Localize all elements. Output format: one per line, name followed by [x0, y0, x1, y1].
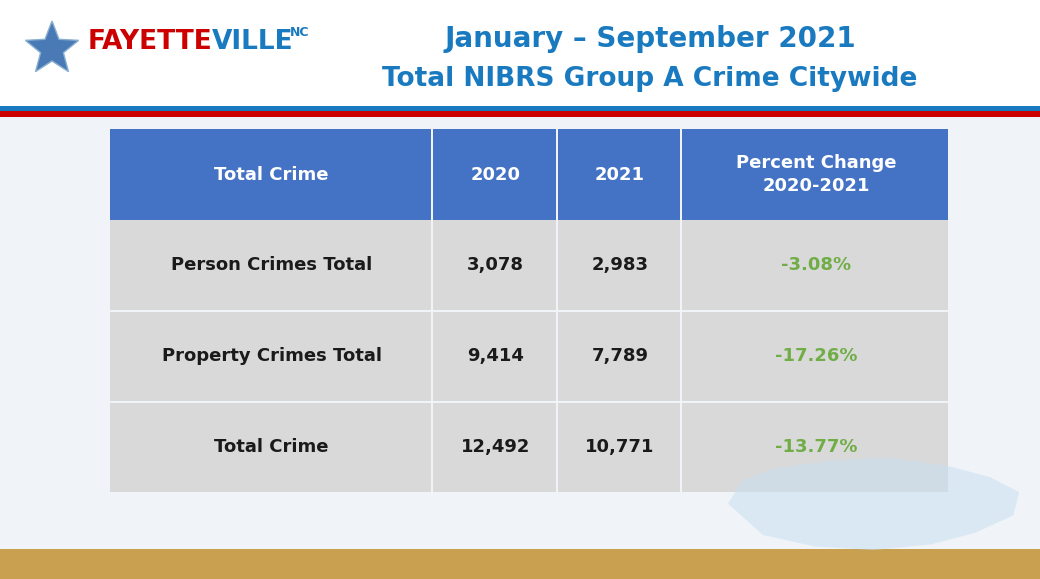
- Bar: [0, 549, 1040, 579]
- Bar: [110, 220, 432, 310]
- Bar: [0, 111, 1040, 117]
- Text: NC: NC: [290, 25, 310, 38]
- Text: 9,414: 9,414: [467, 347, 524, 365]
- Text: -13.77%: -13.77%: [775, 438, 857, 456]
- Text: Total Crime: Total Crime: [214, 438, 329, 456]
- Text: Total NIBRS Group A Crime Citywide: Total NIBRS Group A Crime Citywide: [383, 66, 917, 92]
- Text: January – September 2021: January – September 2021: [444, 25, 856, 53]
- Text: 2021: 2021: [595, 166, 645, 184]
- Bar: [434, 403, 555, 492]
- Bar: [110, 312, 432, 401]
- Polygon shape: [25, 21, 79, 72]
- Bar: [0, 0, 1040, 109]
- Text: -17.26%: -17.26%: [775, 347, 857, 365]
- Text: 2020: 2020: [470, 166, 521, 184]
- Bar: [682, 129, 948, 220]
- Text: -3.08%: -3.08%: [781, 256, 851, 274]
- Bar: [434, 129, 555, 220]
- Text: 12,492: 12,492: [461, 438, 530, 456]
- Bar: [557, 220, 680, 310]
- Text: 3,078: 3,078: [467, 256, 524, 274]
- Bar: [557, 403, 680, 492]
- Text: Total Crime: Total Crime: [214, 166, 329, 184]
- Bar: [557, 312, 680, 401]
- Text: VILLE: VILLE: [212, 29, 293, 55]
- Polygon shape: [728, 457, 1019, 550]
- Bar: [682, 403, 948, 492]
- Bar: [434, 312, 555, 401]
- Bar: [682, 312, 948, 401]
- Bar: [110, 403, 432, 492]
- Text: 10,771: 10,771: [586, 438, 654, 456]
- Text: FAYETTE: FAYETTE: [88, 29, 213, 55]
- Bar: [110, 129, 432, 220]
- Bar: [434, 220, 555, 310]
- Text: Person Crimes Total: Person Crimes Total: [171, 256, 372, 274]
- Text: 2,983: 2,983: [592, 256, 648, 274]
- Bar: [682, 220, 948, 310]
- Text: 7,789: 7,789: [592, 347, 648, 365]
- Bar: [0, 106, 1040, 111]
- Bar: [557, 129, 680, 220]
- Text: Percent Change
2020-2021: Percent Change 2020-2021: [735, 154, 896, 196]
- Text: Property Crimes Total: Property Crimes Total: [161, 347, 382, 365]
